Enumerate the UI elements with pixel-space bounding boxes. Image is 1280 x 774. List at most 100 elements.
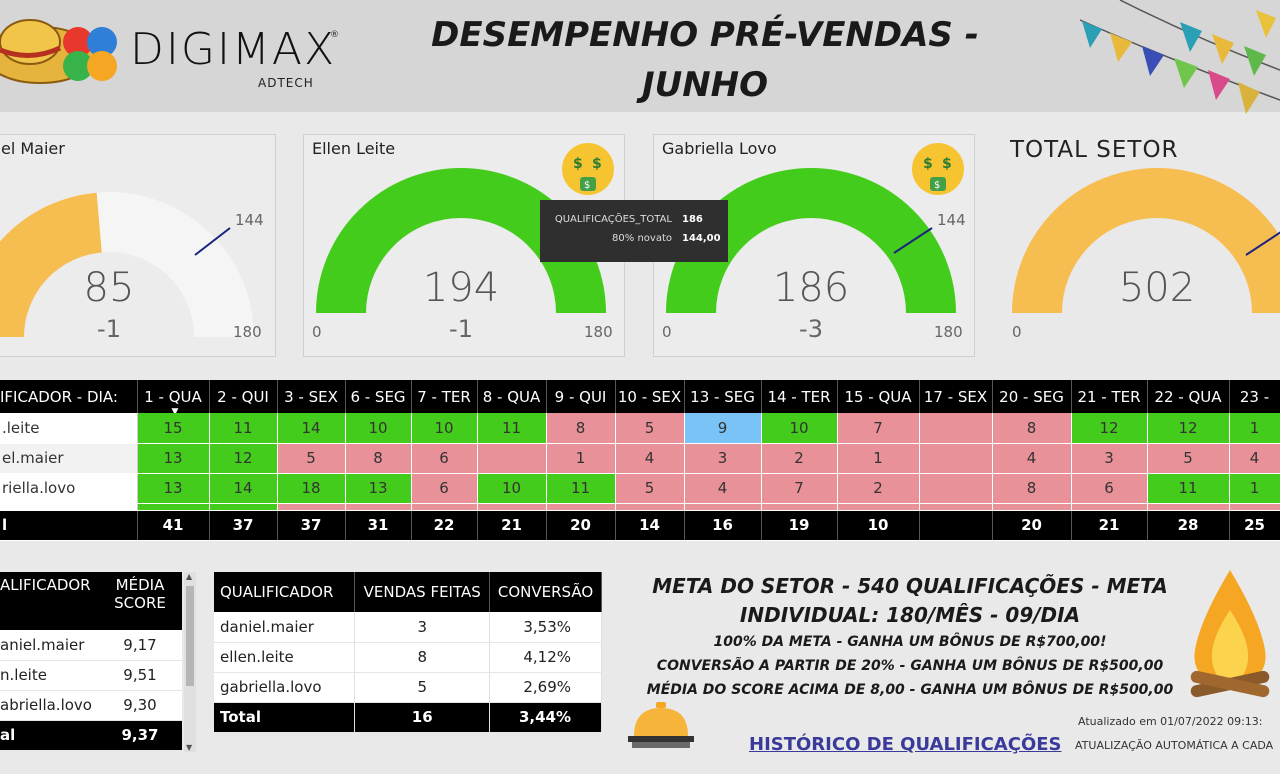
header-day[interactable]: 21 - TER [1071, 380, 1148, 413]
sales-count: 3 [354, 612, 491, 643]
partial-cell [615, 503, 685, 511]
tooltip-value: 186 [682, 214, 703, 225]
page-title-line2: JUNHO [641, 65, 769, 105]
gauge-max-label: 180 [233, 323, 262, 341]
sales-conversion: 2,69% [489, 672, 602, 703]
day-cell: 3 [684, 443, 762, 474]
total-cell: 22 [411, 510, 478, 541]
total-cell: 41 [137, 510, 210, 541]
day-cell: 12 [1071, 413, 1148, 444]
header-qualificador[interactable]: ALIFICADOR [0, 572, 98, 630]
table-row: ellen.leite 8 4,12% [214, 642, 602, 673]
day-cell [477, 443, 547, 474]
header-day[interactable]: 22 - QUA [1147, 380, 1230, 413]
total-cell: 19 [761, 510, 838, 541]
table-row-partial [0, 503, 1280, 511]
svg-text:$: $ [942, 156, 952, 172]
header-qualificador[interactable]: QUALIFICADOR [214, 572, 356, 612]
header-vendas-feitas[interactable]: VENDAS FEITAS [354, 572, 491, 612]
header-day[interactable]: 10 - SEX [615, 380, 685, 413]
header-day[interactable]: 3 - SEX [277, 380, 346, 413]
header-day[interactable]: 9 - QUI [546, 380, 616, 413]
logo-text: DIGIMAX [130, 24, 337, 75]
gauge-target-label: 144 [937, 211, 966, 229]
svg-text:$: $ [573, 156, 583, 172]
gauge-card-daniel-maier[interactable]: el Maier 144 85 -1 180 [0, 134, 276, 357]
sales-header-row: QUALIFICADOR VENDAS FEITAS CONVERSÃO [214, 572, 602, 612]
header-day[interactable]: 1 - QUA ▼ [137, 380, 210, 413]
scroll-up-icon[interactable]: ▲ [186, 572, 193, 581]
sales-conversion: 4,12% [489, 642, 602, 673]
scrollbar-thumb[interactable] [186, 586, 194, 686]
partial-cell [0, 503, 138, 511]
qualifier-name: el.maier [0, 443, 138, 474]
table-row: aniel.maier 9,17 [0, 630, 182, 661]
gauge-delta: -3 [799, 315, 823, 343]
header-day[interactable]: 15 - QUA [837, 380, 920, 413]
table-row: abriella.lovo 9,30 [0, 690, 182, 721]
day-cell: 11 [546, 473, 616, 504]
sales-total-label: Total [214, 702, 356, 733]
history-link[interactable]: HISTÓRICO DE QUALIFICAÇÕES [749, 734, 1062, 755]
header-day[interactable]: 2 - QUI [209, 380, 278, 413]
day-cell: 4 [992, 443, 1072, 474]
header-day[interactable]: 8 - QUA [477, 380, 547, 413]
total-cell: 20 [992, 510, 1072, 541]
header-day-label: 1 - QUA [144, 387, 202, 406]
svg-text:$: $ [584, 180, 590, 191]
score-total-label: al [0, 720, 98, 751]
day-cell: 8 [992, 413, 1072, 444]
qualifier-name: .leite [0, 413, 138, 444]
table-row: .leite 15 11 14 10 10 11 8 5 9 10 7 8 12 12 1 [0, 413, 1280, 444]
company-logo: DIGIMAX ® ADTECH [0, 0, 350, 110]
total-cell: 37 [277, 510, 346, 541]
totals-label: l [0, 510, 138, 541]
header-media-score[interactable]: MÉDIA SCORE [98, 572, 182, 630]
header-day[interactable]: 14 - TER [761, 380, 838, 413]
gauge-arc [0, 192, 254, 339]
gauge-title: TOTAL SETOR [1010, 137, 1179, 163]
header-band [0, 0, 1280, 112]
header-day[interactable]: 20 - SEG [992, 380, 1072, 413]
partial-cell [919, 503, 993, 511]
header-day[interactable]: 23 - [1229, 380, 1280, 413]
day-cell: 13 [345, 473, 412, 504]
header-day[interactable]: 17 - SEX [919, 380, 993, 413]
day-cell: 5 [277, 443, 346, 474]
gauge-title: Gabriella Lovo [662, 139, 777, 158]
header-day[interactable]: 6 - SEG [345, 380, 412, 413]
campfire-icon [1190, 570, 1270, 698]
gauge-value: 194 [422, 265, 500, 311]
partial-cell [992, 503, 1072, 511]
partial-cell [477, 503, 547, 511]
header-day[interactable]: 7 - TER [411, 380, 478, 413]
day-cell: 15 [137, 413, 210, 444]
partial-cell [761, 503, 838, 511]
partial-cell [137, 503, 210, 511]
header-day[interactable]: 13 - SEG [684, 380, 762, 413]
score-table-scrollbar[interactable]: ▲ ▼ [184, 572, 196, 752]
partial-cell [1071, 503, 1148, 511]
day-cell: 8 [546, 413, 616, 444]
svg-text:$: $ [934, 180, 940, 191]
header-conversao[interactable]: CONVERSÃO [489, 572, 602, 612]
day-cell: 10 [761, 413, 838, 444]
sales-name: gabriella.lovo [214, 672, 356, 703]
gauge-card-total-setor[interactable]: TOTAL SETOR 502 0 [1003, 134, 1280, 357]
day-cell: 2 [761, 443, 838, 474]
bonus-line: CONVERSÃO A PARTIR DE 20% - GANHA UM BÔN… [656, 658, 1164, 674]
day-cell: 11 [1147, 473, 1230, 504]
header-qualificador-dia[interactable]: IFICADOR - DIA: [0, 380, 138, 413]
total-cell: 10 [837, 510, 920, 541]
money-face-emoji-icon: $ $ $ [910, 141, 966, 197]
day-cell: 12 [1147, 413, 1230, 444]
table-row: daniel.maier 3 3,53% [214, 612, 602, 643]
scroll-down-icon[interactable]: ▼ [186, 743, 193, 752]
table-row: n.leite 9,51 [0, 660, 182, 691]
partial-cell [1147, 503, 1230, 511]
gauge-value: 186 [772, 265, 850, 311]
sales-total-conversion: 3,44% [489, 702, 602, 733]
gauge-value: 502 [1118, 265, 1196, 311]
score-total-value: 9,37 [98, 720, 182, 751]
sort-desc-icon[interactable]: ▼ [171, 407, 179, 413]
